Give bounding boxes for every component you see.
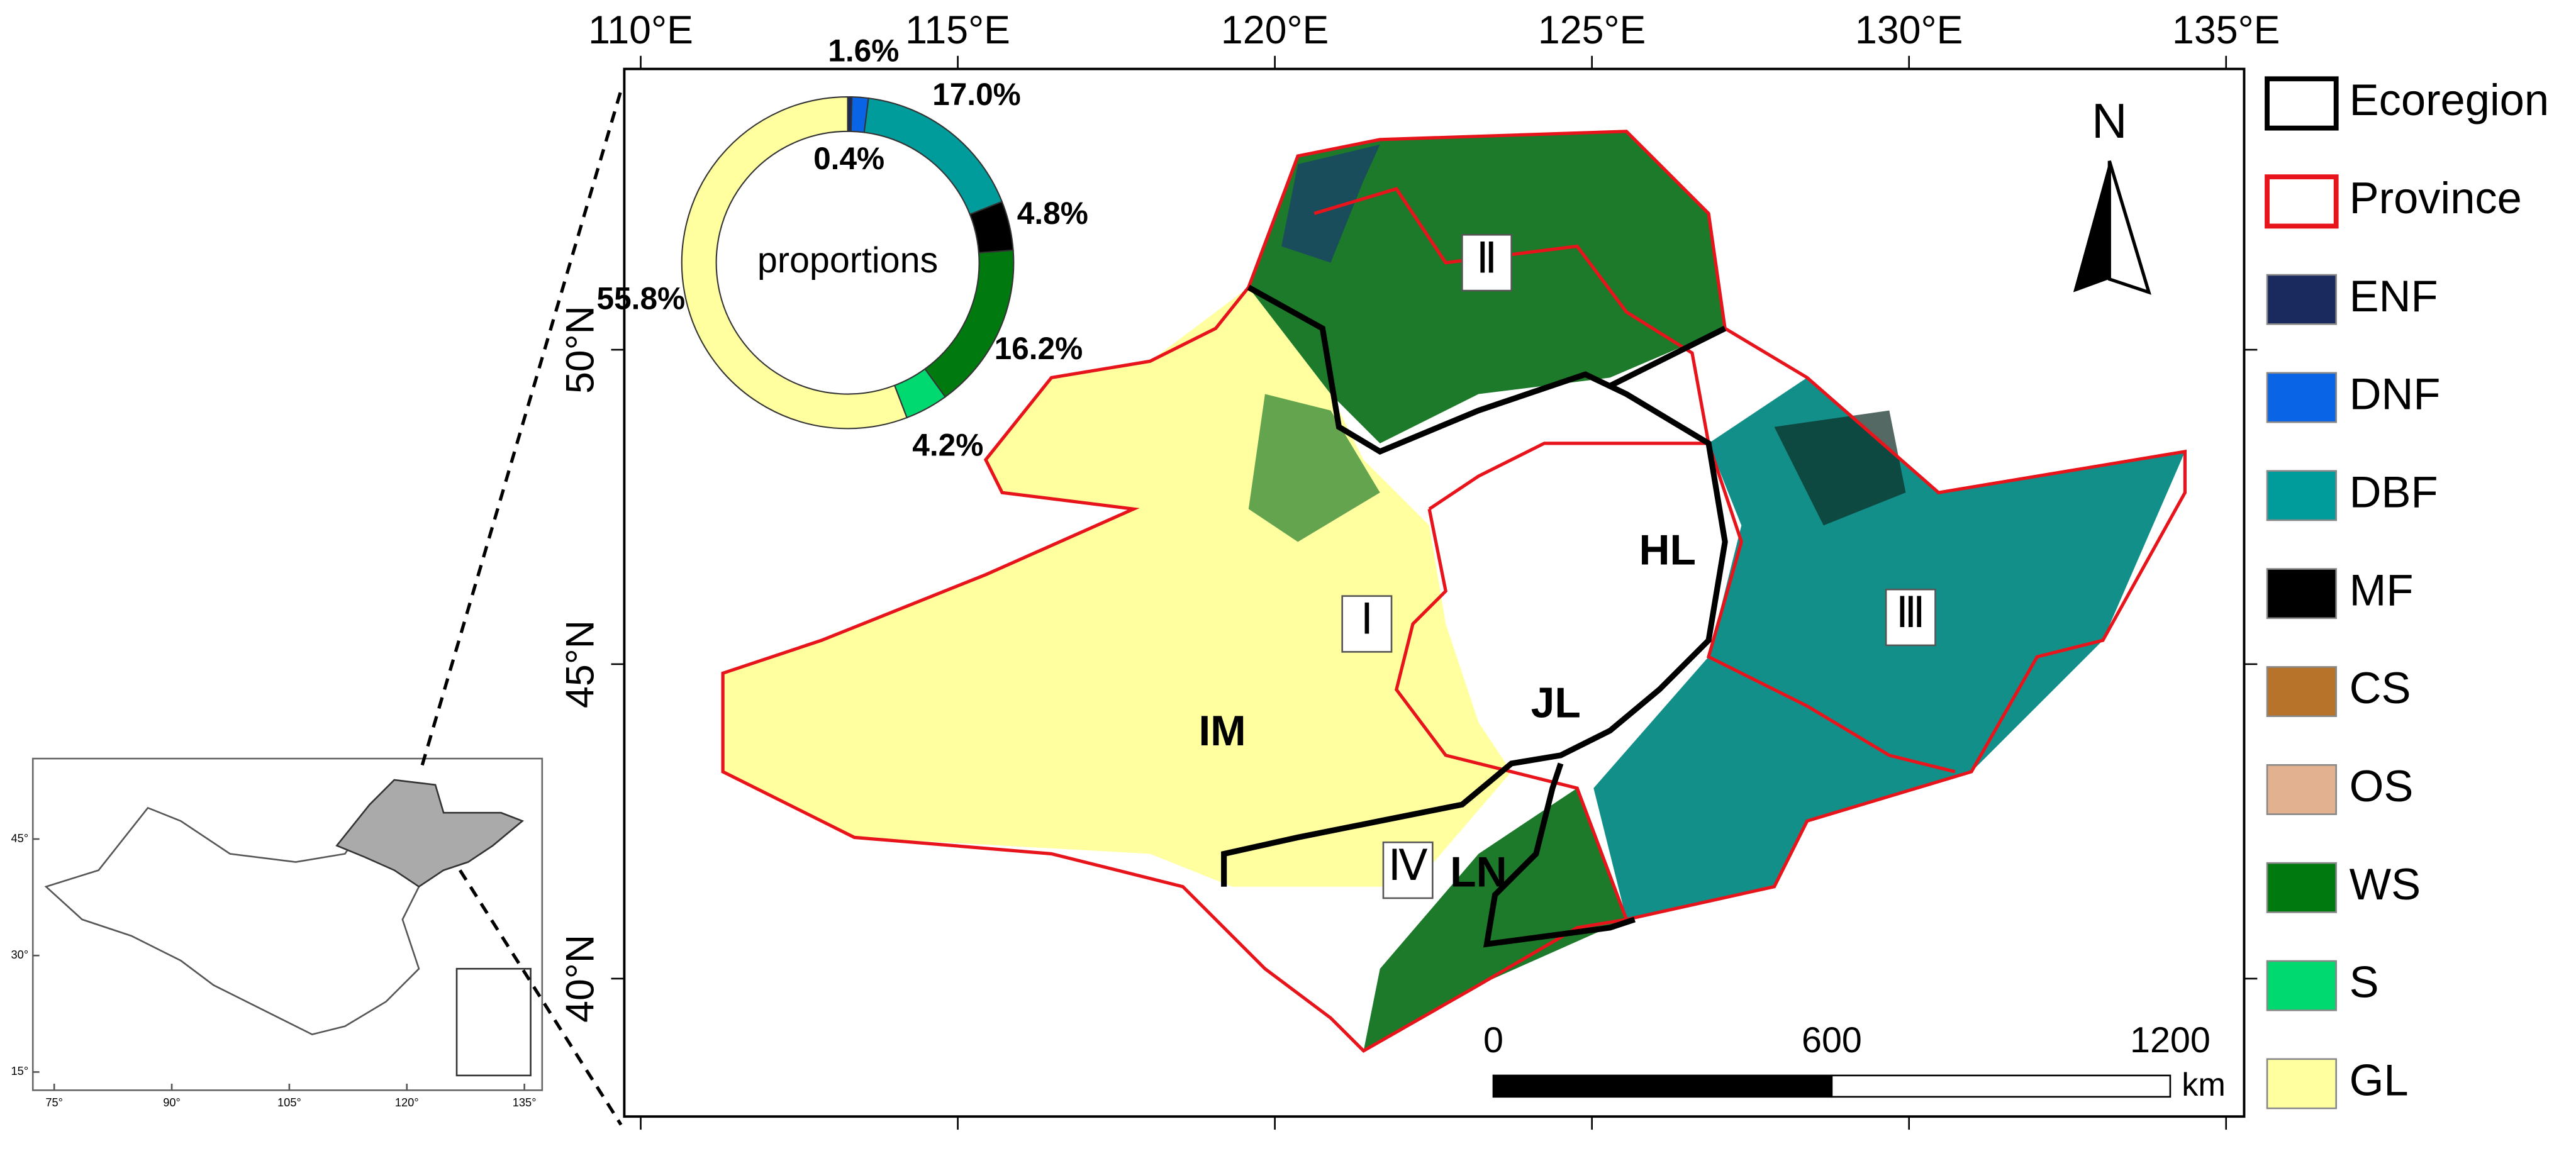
map-regions bbox=[721, 130, 2187, 1054]
lat-label: 45°N bbox=[559, 620, 603, 708]
lon-label: 125°E bbox=[1538, 8, 1646, 52]
lat-label: 50°N bbox=[559, 306, 603, 394]
legend-label: MF bbox=[2350, 565, 2414, 614]
inset-map bbox=[31, 89, 623, 1126]
province-label: HL bbox=[1639, 527, 1697, 574]
forest-east-dark bbox=[1774, 410, 1906, 526]
legend-label: DNF bbox=[2350, 369, 2441, 419]
legend-swatch bbox=[2266, 764, 2338, 815]
lon-label: 115°E bbox=[905, 8, 1010, 52]
province-label: IM bbox=[1198, 708, 1246, 755]
province-label: LN bbox=[1450, 848, 1507, 896]
lon-label: 135°E bbox=[2172, 8, 2280, 52]
legend-swatch bbox=[2266, 666, 2338, 718]
lon-label: 120°E bbox=[1221, 8, 1329, 52]
forest-east bbox=[1593, 377, 2185, 920]
ecoregion-label: Ⅰ bbox=[1361, 596, 1373, 643]
ecoregion-label-box bbox=[1461, 234, 1512, 292]
legend-label: DBF bbox=[2350, 467, 2438, 517]
legend-swatch bbox=[2266, 274, 2338, 325]
legend-label: OS bbox=[2350, 761, 2414, 811]
inset-lon-label: 105° bbox=[277, 1096, 301, 1109]
lon-label: 130°E bbox=[1855, 8, 1963, 52]
lat-label: 40°N bbox=[559, 935, 603, 1023]
scale-label: 1200 bbox=[2130, 1020, 2211, 1060]
inset-frame bbox=[31, 757, 544, 1091]
lon-label: 110°E bbox=[588, 8, 693, 52]
inset-lon-label: 75° bbox=[45, 1096, 63, 1109]
legend-label: Province bbox=[2350, 173, 2522, 223]
inset-lon-label: 90° bbox=[163, 1096, 181, 1109]
ecoregion-boundary bbox=[1221, 284, 1728, 948]
china-outline bbox=[44, 806, 420, 1036]
legend-swatch bbox=[2266, 862, 2338, 913]
forest-north-dark bbox=[1281, 144, 1380, 263]
inset-lat-label: 45° bbox=[11, 831, 29, 845]
ecoregion-label: Ⅳ bbox=[1388, 842, 1428, 889]
dashed-arrow-down bbox=[459, 869, 623, 1126]
province-boundary bbox=[721, 130, 2187, 1054]
ecoregion-label: Ⅱ bbox=[1476, 235, 1497, 282]
inset-lat-label: 15° bbox=[11, 1064, 29, 1077]
legend-swatch bbox=[2266, 960, 2338, 1011]
inset-lon-label: 135° bbox=[513, 1096, 537, 1109]
scale-bar-black bbox=[1492, 1074, 1833, 1098]
legend-label: WS bbox=[2350, 859, 2421, 909]
ecoregion-label-box bbox=[1885, 588, 1936, 647]
donut-label: 4.2% bbox=[912, 428, 983, 463]
inset-lon-label: 120° bbox=[395, 1096, 419, 1109]
donut-center-label: proportions bbox=[757, 240, 938, 281]
donut-label: 1.6% bbox=[828, 33, 899, 69]
scale-bar-white bbox=[1831, 1074, 2172, 1098]
legend-label: CS bbox=[2350, 663, 2411, 713]
legend-swatch bbox=[2266, 470, 2338, 521]
donut-label: 0.4% bbox=[813, 141, 884, 176]
legend-swatch bbox=[2265, 174, 2339, 229]
legend-swatch bbox=[2266, 1058, 2338, 1109]
legend-label: Ecoregion bbox=[2350, 75, 2549, 125]
legend-label: S bbox=[2350, 957, 2379, 1007]
scale-label: 600 bbox=[1802, 1020, 1862, 1060]
legend-label: ENF bbox=[2350, 271, 2438, 321]
donut-label: 17.0% bbox=[932, 77, 1021, 112]
forest-west bbox=[1248, 394, 1380, 542]
north-label: N bbox=[2092, 93, 2127, 148]
south-sea-box bbox=[455, 967, 532, 1077]
legend-label: GL bbox=[2350, 1055, 2409, 1105]
north-arrow-right bbox=[2107, 160, 2151, 295]
legend-swatch bbox=[2265, 76, 2339, 131]
legend-swatch bbox=[2266, 568, 2338, 620]
donut-label: 55.8% bbox=[596, 281, 685, 316]
donut-label: 16.2% bbox=[995, 331, 1083, 366]
ecoregion-label-box bbox=[1341, 595, 1393, 653]
province-label: JL bbox=[1531, 679, 1581, 726]
scale-unit: km bbox=[2182, 1067, 2226, 1103]
ecoregion-label-box bbox=[1382, 841, 1434, 899]
forest-south bbox=[1363, 788, 1627, 1051]
northeast-china bbox=[335, 779, 525, 888]
legend-swatch bbox=[2266, 372, 2338, 423]
scale-label: 0 bbox=[1483, 1020, 1503, 1060]
donut-segment bbox=[681, 96, 908, 430]
inset-lat-label: 30° bbox=[11, 948, 29, 961]
donut-label: 4.8% bbox=[1017, 196, 1088, 231]
ecoregion-label: Ⅲ bbox=[1896, 589, 1926, 637]
